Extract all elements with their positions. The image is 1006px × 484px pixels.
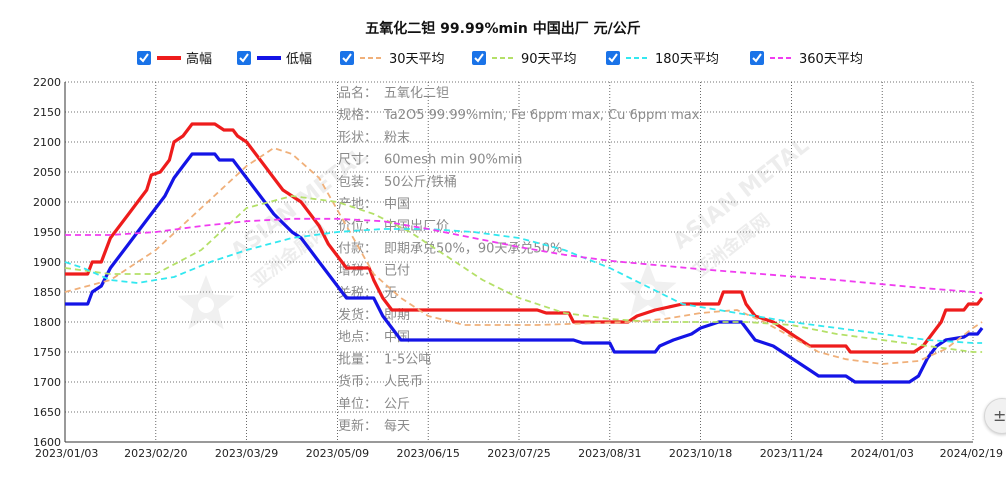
check-icon xyxy=(139,53,149,63)
watermark-star xyxy=(619,262,677,317)
series-line xyxy=(65,217,983,295)
legend-item[interactable]: 低幅 xyxy=(237,51,312,67)
info-label: 更新： xyxy=(338,418,377,434)
y-tick-label: 1850 xyxy=(33,286,61,299)
chart-title: 五氧化二钽 99.99%min 中国出厂 元/公斤 xyxy=(365,20,640,37)
series-line xyxy=(65,122,984,354)
series-lines xyxy=(64,122,984,384)
legend-item[interactable]: 高幅 xyxy=(137,51,212,67)
legend-label: 高幅 xyxy=(186,51,212,67)
legend: 高幅 低幅 30天平均 90天平均 180天平均 360天平均 xyxy=(137,51,863,67)
x-tick-label: 2024/01/03 xyxy=(850,447,913,460)
y-tick-label: 2000 xyxy=(33,196,61,209)
info-value: Ta2O5 99.99%min, Fe 6ppm max, Cu 6ppm ma… xyxy=(383,108,700,123)
plus-minus-icon: ± xyxy=(993,406,1006,425)
x-tick-label: 2024/02/19 xyxy=(940,447,1003,460)
info-label: 批量： xyxy=(338,352,377,367)
legend-item[interactable]: 360天平均 xyxy=(750,51,863,67)
grid xyxy=(64,81,974,443)
y-tick-label: 2200 xyxy=(33,76,61,89)
info-label: 付款： xyxy=(338,241,377,256)
info-label: 产地： xyxy=(338,197,377,212)
x-tick-label: 2023/10/18 xyxy=(669,447,732,460)
legend-label: 180天平均 xyxy=(655,52,719,67)
check-icon xyxy=(342,53,352,63)
info-label: 单位： xyxy=(338,397,377,412)
info-label: 地点： xyxy=(338,330,377,345)
y-tick-label: 1950 xyxy=(33,226,61,239)
info-label: 规格： xyxy=(338,107,377,123)
side-expand-button[interactable]: ± xyxy=(984,398,1006,434)
info-value: 60mesh min 90%min xyxy=(384,153,522,168)
info-value: 即期 xyxy=(384,308,410,323)
y-tick-label: 1600 xyxy=(33,436,61,449)
legend-item[interactable]: 180天平均 xyxy=(606,51,719,67)
check-icon xyxy=(752,53,762,63)
check-icon xyxy=(474,53,484,63)
info-value: 无 xyxy=(384,286,397,301)
y-tick-label: 1700 xyxy=(33,376,61,389)
info-value: 公斤 xyxy=(384,397,410,412)
info-value: 1-5公吨 xyxy=(384,352,431,367)
legend-label: 30天平均 xyxy=(389,52,445,67)
info-value: 每天 xyxy=(384,418,410,434)
x-tick-label: 2023/03/29 xyxy=(215,447,278,460)
series-line xyxy=(64,147,983,365)
y-tick-label: 1650 xyxy=(33,406,61,419)
info-value: 已付 xyxy=(384,264,410,279)
info-value: 中国 xyxy=(384,197,410,212)
info-value: 50公斤/铁桶 xyxy=(384,175,457,190)
y-tick-label: 1800 xyxy=(33,316,61,329)
x-tick-label: 2023/08/31 xyxy=(578,447,641,460)
info-label: 包装： xyxy=(338,175,377,190)
legend-label: 低幅 xyxy=(286,52,312,67)
series-line xyxy=(65,152,984,384)
series-line xyxy=(64,195,983,353)
check-icon xyxy=(239,53,249,63)
legend-label: 90天平均 xyxy=(521,52,577,67)
axes: 1600 1650 1700 1750 1800 1850 1900 1950 2000 2050… xyxy=(33,76,1003,460)
x-tick-label: 2023/02/20 xyxy=(124,447,187,460)
y-tick-label: 2100 xyxy=(33,136,61,149)
info-value: 人民币 xyxy=(384,375,423,390)
info-label: 发货： xyxy=(338,307,377,323)
info-value: 五氧化二钽 xyxy=(384,86,449,101)
y-tick-label: 2150 xyxy=(33,106,61,119)
info-value: 即期承兑50%，90天承兑50% xyxy=(384,241,562,256)
y-tick-label: 2050 xyxy=(33,166,61,179)
x-tick-label: 2023/05/09 xyxy=(306,447,369,460)
y-tick-label: 1750 xyxy=(33,346,61,359)
x-tick-label: 2023/11/24 xyxy=(760,447,823,460)
legend-label: 360天平均 xyxy=(799,52,863,67)
watermark-star xyxy=(177,275,235,330)
info-label: 尺寸： xyxy=(338,153,377,168)
legend-item[interactable]: 30天平均 xyxy=(340,51,445,67)
y-tick-label: 1900 xyxy=(33,256,61,269)
info-value: 粉末 xyxy=(384,130,410,145)
legend-item[interactable]: 90天平均 xyxy=(472,51,577,67)
series-line xyxy=(64,228,983,344)
check-icon xyxy=(608,53,618,63)
info-label: 形状： xyxy=(338,130,377,145)
info-label: 货币： xyxy=(338,374,377,390)
info-label: 品名： xyxy=(338,85,377,101)
x-tick-label: 2023/01/03 xyxy=(35,447,98,460)
x-tick-label: 2023/07/25 xyxy=(487,447,550,460)
x-tick-label: 2023/06/15 xyxy=(396,447,459,460)
